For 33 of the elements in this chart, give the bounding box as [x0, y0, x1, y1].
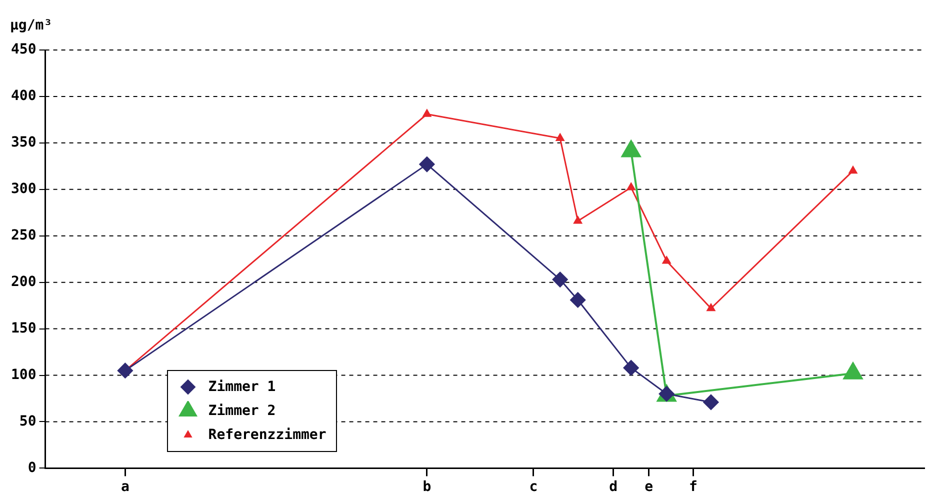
point: [706, 304, 716, 312]
y-tick-label: 50: [19, 413, 36, 430]
point: [662, 256, 671, 264]
y-axis-title: µg/m³: [10, 18, 52, 34]
x-tick-label: d: [609, 479, 618, 496]
point: [556, 134, 564, 142]
y-tick-label: 250: [10, 228, 36, 244]
x-tick-label: e: [644, 479, 654, 496]
point: [117, 362, 133, 378]
x-tick-label: b: [422, 479, 432, 496]
x-tick-label: c: [529, 479, 538, 496]
x-tick-label: f: [689, 479, 698, 496]
point: [848, 166, 858, 174]
point: [422, 109, 432, 117]
y-tick-label: 0: [28, 460, 36, 476]
y-tick-label: 200: [10, 274, 36, 290]
legend-label: Zimmer 2: [208, 403, 276, 420]
y-tick-label: 100: [10, 366, 36, 383]
y-tick-label: 300: [10, 181, 36, 198]
y-tick-label: 150: [10, 320, 36, 336]
y-tick-label: 400: [10, 88, 36, 104]
point: [552, 272, 568, 288]
point: [574, 216, 582, 224]
point: [623, 360, 639, 376]
point: [570, 292, 586, 308]
y-tick-label: 350: [10, 134, 36, 151]
point: [419, 156, 435, 172]
point: [626, 182, 636, 190]
legend-label: Referenzzimmer: [208, 427, 326, 444]
x-tick-label: a: [120, 479, 130, 496]
y-tick-label: 450: [10, 42, 36, 58]
legend-label: Zimmer 1: [208, 379, 276, 396]
point: [703, 394, 719, 410]
